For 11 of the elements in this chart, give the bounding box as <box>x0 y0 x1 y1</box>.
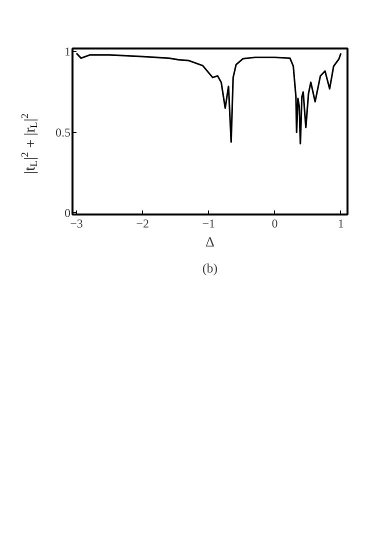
x-axis-title: Δ <box>206 236 215 250</box>
text: (b) <box>202 260 218 276</box>
x-tick-label: −2 <box>136 216 149 230</box>
x-tick-label: −3 <box>70 216 83 230</box>
x-tick-label: −1 <box>202 216 216 230</box>
y-tick-label: 1 <box>64 44 70 59</box>
y-tick-label: 0 <box>64 206 70 220</box>
x-tick-label: 0 <box>272 216 278 230</box>
text: |tL|2 + |rL|2 <box>20 114 40 174</box>
x-tick-label: 1 <box>338 216 344 230</box>
y-tick-label: 0.5 <box>56 125 70 140</box>
